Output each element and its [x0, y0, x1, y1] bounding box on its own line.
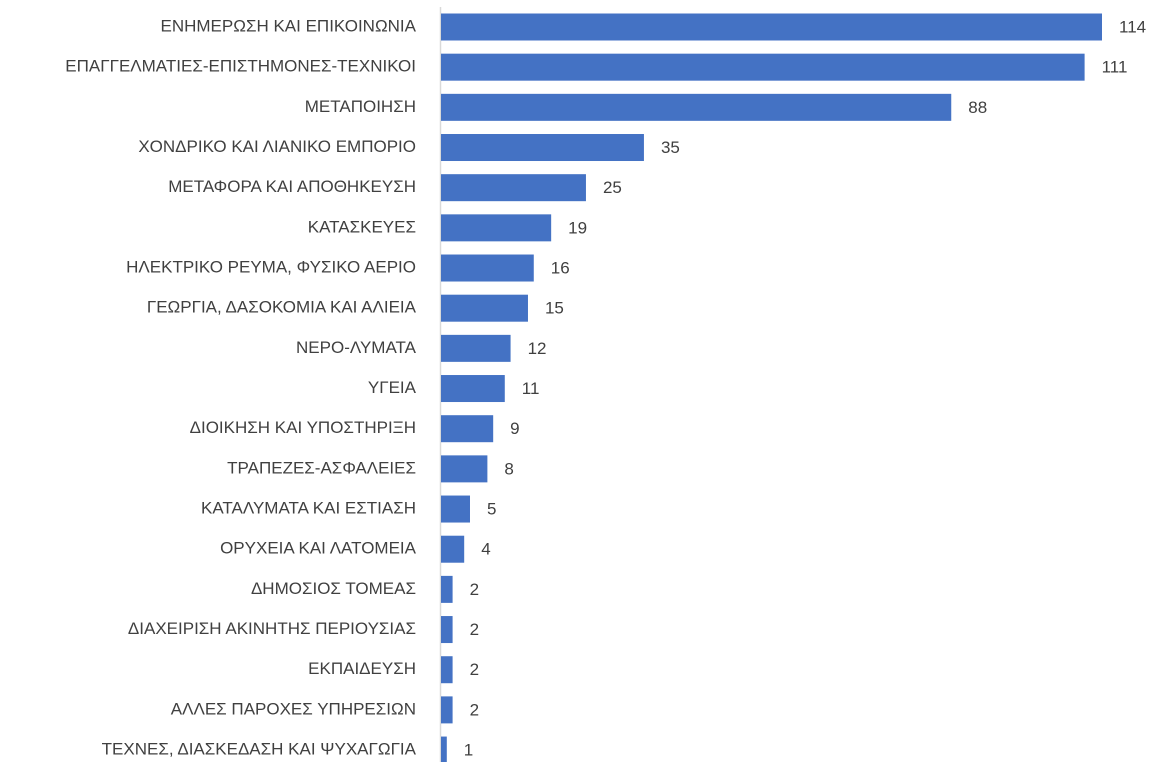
data-label: 15 [545, 299, 564, 318]
bar [441, 174, 586, 202]
y-tick-label: ΤΕΧΝΕΣ, ΔΙΑΣΚΕΔΑΣΗ ΚΑΙ ΨΥΧΑΓΩΓΙΑ [102, 740, 417, 759]
bar [441, 334, 511, 362]
data-label: 88 [968, 98, 987, 117]
bar [441, 53, 1085, 81]
data-label: 19 [568, 218, 587, 237]
bar [441, 93, 952, 121]
y-tick-label: ΕΚΠΑΙΔΕΥΣΗ [308, 659, 416, 678]
bar [441, 214, 552, 242]
y-tick-label: ΥΓΕΙΑ [368, 378, 417, 397]
y-tick-label: ΧΟΝΔΡΙΚΟ ΚΑΙ ΛΙΑΝΙΚΟ ΕΜΠΟΡΙΟ [138, 137, 416, 156]
data-label: 9 [510, 419, 519, 438]
data-label: 35 [661, 138, 680, 157]
y-tick-label: ΝΕΡΟ-ΛΥΜΑΤΑ [296, 338, 417, 357]
y-tick-label: ΜΕΤΑΦΟΡΑ ΚΑΙ ΑΠΟΘΗΚΕΥΣΗ [168, 177, 416, 196]
bar [441, 254, 534, 282]
data-label: 114 [1119, 17, 1146, 36]
y-tick-label: ΔΙΑΧΕΙΡΙΣΗ ΑΚΙΝΗΤΗΣ ΠΕΡΙΟΥΣΙΑΣ [128, 619, 416, 638]
data-label: 4 [481, 540, 490, 559]
bar [441, 415, 494, 443]
y-tick-label: ΓΕΩΡΓΙΑ, ΔΑΣΟΚΟΜΙΑ ΚΑΙ ΑΛΙΕΙΑ [147, 298, 417, 317]
y-tick-label: ΔΗΜΟΣΙΟΣ ΤΟΜΕΑΣ [251, 579, 416, 598]
data-label: 16 [551, 259, 570, 278]
data-label: 11 [522, 379, 540, 398]
data-label: 2 [470, 580, 479, 599]
bar [441, 575, 453, 603]
data-label: 8 [504, 459, 513, 478]
data-label: 1 [464, 741, 473, 760]
bar [441, 375, 505, 403]
y-tick-label: ΚΑΤΑΣΚΕΥΕΣ [308, 217, 416, 236]
bar [441, 696, 453, 724]
bar [441, 455, 488, 483]
y-tick-label: ΚΑΤΑΛΥΜΑΤΑ ΚΑΙ ΕΣΤΙΑΣΗ [201, 499, 416, 518]
bar [441, 656, 453, 684]
bar [441, 134, 644, 162]
bar [441, 495, 470, 523]
data-label: 111 [1102, 58, 1128, 77]
data-label: 2 [470, 700, 479, 719]
bar [441, 535, 465, 563]
bar [441, 294, 528, 322]
y-tick-label: ΕΠΑΓΓΕΛΜΑΤΙΕΣ-ΕΠΙΣΤΗΜΟΝΕΣ-ΤΕΧΝΙΚΟΙ [65, 57, 416, 76]
data-label: 25 [603, 178, 622, 197]
data-label: 2 [470, 660, 479, 679]
y-tick-label: ΑΛΛΕΣ ΠΑΡΟΧΕΣ ΥΠΗΡΕΣΙΩΝ [171, 699, 416, 718]
y-tick-label: ΜΕΤΑΠΟΙΗΣΗ [305, 97, 416, 116]
bar [441, 736, 447, 762]
data-label: 5 [487, 500, 496, 519]
data-label: 12 [528, 339, 547, 358]
bar [441, 13, 1102, 41]
y-tick-label: ΟΡΥΧΕΙΑ ΚΑΙ ΛΑΤΟΜΕΙΑ [220, 539, 417, 558]
y-tick-label: ΗΛΕΚΤΡΙΚΟ ΡΕΥΜΑ, ΦΥΣΙΚΟ ΑΕΡΙΟ [126, 258, 416, 277]
y-tick-label: ΔΙΟΙΚΗΣΗ ΚΑΙ ΥΠΟΣΤΗΡΙΞΗ [190, 418, 416, 437]
y-tick-label: ΕΝΗΜΕΡΩΣΗ ΚΑΙ ΕΠΙΚΟΙΝΩΝΙΑ [161, 16, 417, 35]
bar [441, 616, 453, 644]
y-tick-label: ΤΡΑΠΕΖΕΣ-ΑΣΦΑΛΕΙΕΣ [227, 458, 416, 477]
data-label: 2 [470, 620, 479, 639]
